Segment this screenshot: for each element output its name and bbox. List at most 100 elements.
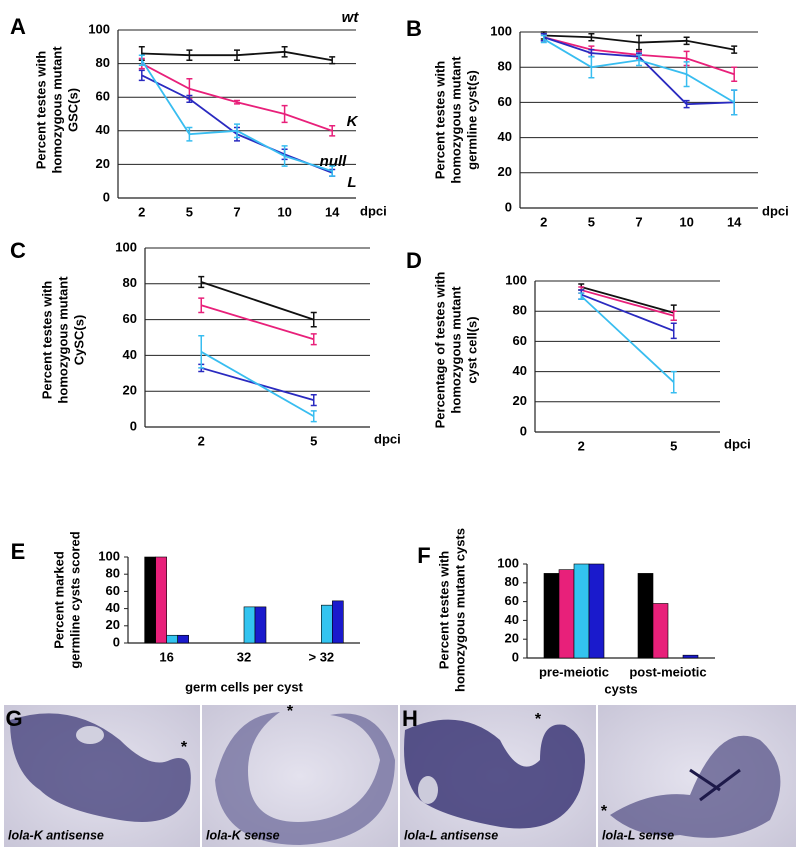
error-bar — [670, 322, 677, 340]
y-tick-label: 100 — [497, 555, 519, 570]
photo-h2 — [598, 705, 796, 847]
error-bar — [731, 89, 738, 116]
series-line — [200, 281, 315, 321]
photo-g2 — [202, 705, 398, 847]
y-axis-label: homozygous mutant — [55, 276, 70, 404]
error-bar — [683, 36, 690, 46]
photo-marker: * — [601, 803, 608, 820]
y-tick-label: 0 — [113, 634, 120, 649]
bar — [254, 606, 267, 644]
series-line — [200, 351, 315, 418]
photo-marker: * — [181, 739, 188, 756]
bar — [682, 654, 699, 659]
y-tick-label: 100 — [490, 23, 512, 38]
error-bar — [731, 66, 738, 83]
x-tick-label: 7 — [233, 204, 240, 219]
y-tick-label: 80 — [96, 55, 110, 70]
y-tick-label: 20 — [505, 631, 519, 646]
bar — [321, 604, 333, 644]
y-axis-label: Percent testes with — [33, 51, 48, 170]
error-bar — [670, 310, 677, 322]
panel-letter: F — [417, 543, 430, 568]
photo-marker: * — [287, 703, 294, 720]
panel-letter: D — [406, 248, 422, 273]
error-bar — [198, 334, 205, 369]
y-tick-label: 0 — [130, 418, 137, 433]
y-tick-label: 40 — [123, 347, 137, 362]
y-axis-label: germline cysts scored — [67, 531, 82, 668]
y-tick-label: 80 — [123, 275, 137, 290]
y-tick-label: 60 — [505, 593, 519, 608]
y-tick-label: 0 — [520, 423, 527, 438]
panel-letter: E — [11, 539, 26, 564]
panel-letter: C — [10, 238, 26, 263]
error-bar — [683, 61, 690, 88]
bar — [166, 634, 178, 644]
x-tick-label: 5 — [310, 433, 317, 448]
y-tick-label: 100 — [88, 21, 110, 36]
error-bar — [234, 99, 240, 105]
y-tick-label: 40 — [498, 129, 512, 144]
series-line — [141, 59, 333, 172]
photo-caption: lola-L antisense — [404, 828, 498, 842]
x-tick-label: 2 — [540, 214, 547, 229]
error-bar — [186, 49, 193, 61]
error-bar — [138, 54, 145, 67]
y-axis-label: cyst cell(s) — [464, 316, 479, 383]
legend-label: K — [347, 113, 359, 130]
y-tick-label: 20 — [106, 617, 120, 632]
error-bar — [234, 123, 240, 139]
x-axis-label: dpci — [360, 203, 387, 218]
bar — [144, 556, 156, 644]
x-axis-label: dpci — [762, 203, 789, 218]
error-bar — [138, 69, 145, 82]
x-tick-label: 7 — [635, 214, 642, 229]
x-tick-label: 5 — [588, 214, 595, 229]
y-axis-label: homozygous mutant — [448, 56, 463, 184]
photo-caption: lola-K antisense — [8, 828, 104, 842]
photo-h1 — [400, 705, 596, 847]
error-bar — [310, 410, 317, 423]
x-tick-label: pre-meiotic — [539, 664, 609, 679]
y-tick-label: 20 — [513, 393, 527, 408]
series-line — [580, 293, 675, 332]
y-tick-label: 40 — [513, 363, 527, 378]
panel-letter: G — [5, 706, 22, 731]
error-bar — [588, 33, 595, 42]
bar — [573, 563, 590, 659]
y-tick-label: 40 — [106, 600, 120, 615]
x-axis-label: cysts — [604, 681, 637, 696]
panel-letter: A — [10, 14, 26, 39]
y-tick-label: 80 — [106, 566, 120, 581]
photo-caption: lola-K sense — [206, 828, 280, 842]
y-axis-label: germline cyst(s) — [464, 70, 479, 170]
y-tick-label: 0 — [505, 199, 512, 214]
error-bar — [540, 34, 547, 44]
error-bar — [281, 46, 288, 58]
x-tick-label: post-meiotic — [629, 664, 706, 679]
y-tick-label: 60 — [513, 333, 527, 348]
legend-label: wt — [342, 9, 360, 26]
y-tick-label: 80 — [513, 303, 527, 318]
x-tick-label: 16 — [159, 649, 173, 664]
y-axis-label: homozygous mutant — [448, 286, 463, 414]
legend-label: null — [320, 153, 347, 170]
photo-marker: * — [535, 711, 542, 728]
y-tick-label: 40 — [96, 122, 110, 137]
series-line — [581, 289, 674, 317]
y-tick-label: 80 — [498, 59, 512, 74]
legend-label: L — [347, 174, 356, 191]
y-tick-label: 80 — [505, 574, 519, 589]
y-axis-label: GSC(s) — [65, 88, 80, 132]
error-bar — [281, 104, 288, 124]
y-axis-label: homozygous mutant cysts — [452, 528, 467, 692]
y-tick-label: 0 — [512, 649, 519, 664]
error-bar — [234, 49, 240, 61]
x-tick-label: > 32 — [308, 649, 334, 664]
error-bar — [198, 275, 205, 289]
error-bar — [186, 94, 193, 103]
x-tick-label: 32 — [237, 649, 251, 664]
y-axis-label: Percent marked — [51, 551, 66, 649]
error-bar — [329, 165, 336, 177]
x-tick-label: 5 — [186, 204, 193, 219]
